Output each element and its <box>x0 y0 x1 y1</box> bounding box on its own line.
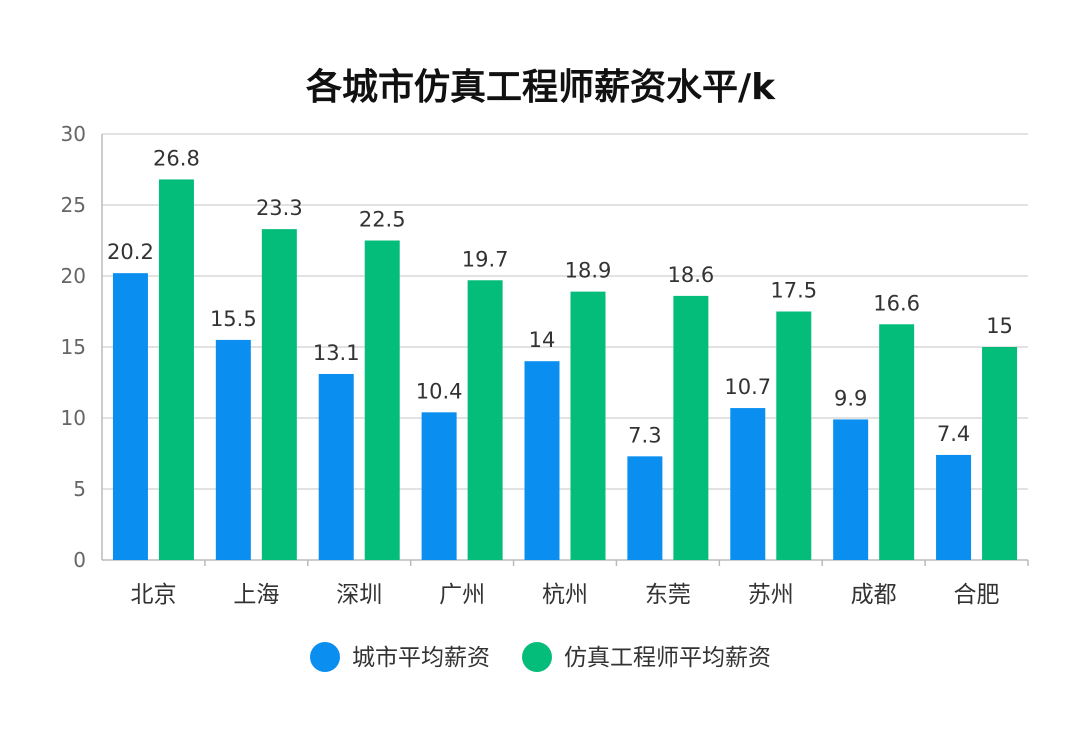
data-label: 15.5 <box>210 307 257 331</box>
data-label: 17.5 <box>770 279 817 303</box>
x-tick-label: 上海 <box>233 582 279 608</box>
bar <box>261 229 297 560</box>
labels: 0 5 10 15 20 25 30 20.2 26.8 北京 15.5 23.3 上海 13.1 22.5… <box>61 122 1013 608</box>
legend: 城市平均薪资 仿真工程师平均薪资 <box>310 642 771 672</box>
bar <box>215 339 251 560</box>
data-label: 20.2 <box>107 240 154 264</box>
data-label: 9.9 <box>834 386 867 410</box>
x-tick-label: 杭州 <box>542 582 588 608</box>
y-tick-label: 20 <box>61 264 86 288</box>
bar <box>112 273 148 560</box>
x-tick-label: 成都 <box>851 582 897 608</box>
data-label: 18.6 <box>668 263 715 287</box>
bar <box>524 361 560 560</box>
bar <box>364 240 400 560</box>
x-tick-label: 北京 <box>130 582 176 608</box>
bar <box>158 179 194 560</box>
data-label: 14 <box>529 328 556 352</box>
x-tick-label: 东莞 <box>645 582 691 608</box>
chart-title: 各城市仿真工程师薪资水平/k <box>305 67 776 108</box>
bar <box>570 291 606 560</box>
data-label: 15 <box>986 314 1013 338</box>
y-tick-label: 15 <box>61 335 86 359</box>
bar <box>982 347 1018 560</box>
bar <box>730 408 766 560</box>
data-label: 26.8 <box>153 146 200 170</box>
x-tick-label: 广州 <box>439 582 485 608</box>
legend-label: 城市平均薪资 <box>352 645 490 671</box>
bars <box>112 179 1018 560</box>
data-label: 7.4 <box>937 422 970 446</box>
bar <box>936 454 972 560</box>
gridlines <box>101 133 1029 566</box>
data-label: 18.9 <box>565 259 612 283</box>
y-tick-label: 5 <box>73 477 86 501</box>
data-label: 13.1 <box>313 341 360 365</box>
y-tick-label: 30 <box>61 122 86 146</box>
y-tick-label: 10 <box>61 406 86 430</box>
data-label: 10.7 <box>724 375 771 399</box>
bar <box>627 456 663 560</box>
data-label: 10.4 <box>416 379 463 403</box>
y-tick-label: 0 <box>73 548 86 572</box>
bar <box>467 280 503 560</box>
data-label: 22.5 <box>359 208 406 232</box>
bar <box>318 373 354 560</box>
data-label: 16.6 <box>873 291 920 315</box>
bar <box>673 295 709 560</box>
legend-swatch <box>310 642 340 672</box>
x-tick-label: 深圳 <box>336 582 382 608</box>
data-label: 19.7 <box>462 247 509 271</box>
x-tick-label: 苏州 <box>748 582 794 608</box>
data-label: 7.3 <box>628 423 661 447</box>
data-label: 23.3 <box>256 196 303 220</box>
bar <box>776 311 812 560</box>
y-tick-label: 25 <box>61 193 86 217</box>
legend-label: 仿真工程师平均薪资 <box>564 645 771 671</box>
bar <box>421 412 457 560</box>
bar <box>879 324 915 560</box>
legend-swatch <box>522 642 552 672</box>
x-tick-label: 合肥 <box>954 582 1000 608</box>
bar <box>833 419 869 560</box>
